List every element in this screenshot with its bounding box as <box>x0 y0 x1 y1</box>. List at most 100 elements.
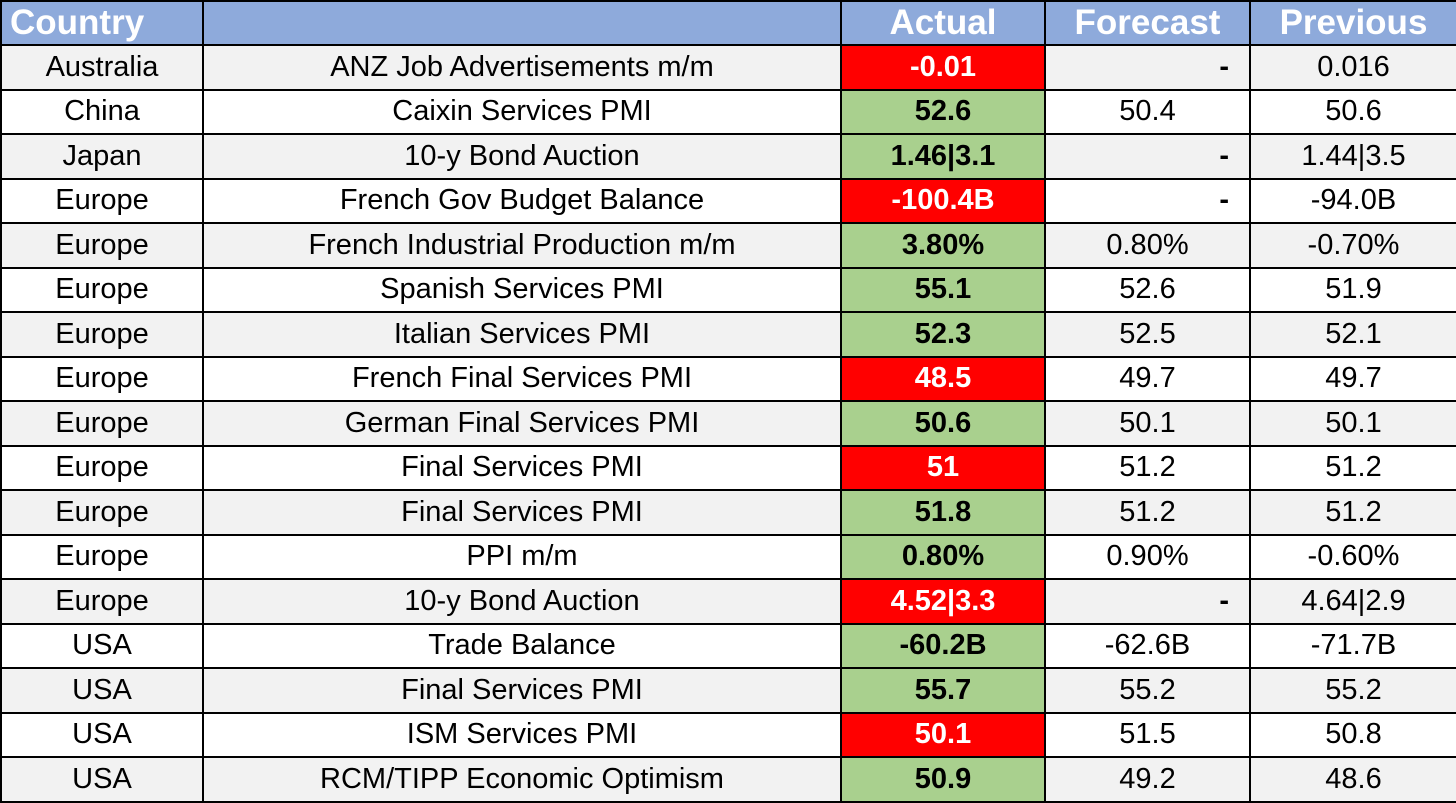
forecast-cell: - <box>1044 133 1251 180</box>
actual-cell: 55.1 <box>840 266 1046 314</box>
data-row: Europe PPI m/m 0.80% 0.90% -0.60% <box>0 533 1456 581</box>
actual-cell: 51.8 <box>840 489 1046 536</box>
previous-cell: 48.6 <box>1249 756 1456 803</box>
event-cell: 10-y Bond Auction <box>202 133 842 180</box>
previous-cell: -71.7B <box>1249 622 1456 670</box>
country-cell: Europe <box>0 266 204 314</box>
event-cell: ISM Services PMI <box>202 711 842 759</box>
country-cell: USA <box>0 667 204 714</box>
country-cell: Europe <box>0 489 204 536</box>
event-cell: 10-y Bond Auction <box>202 578 842 625</box>
forecast-cell: 52.6 <box>1044 266 1251 314</box>
event-cell: PPI m/m <box>202 533 842 581</box>
actual-cell: 52.3 <box>840 311 1046 358</box>
header-cell: Country <box>0 0 204 46</box>
country-cell: Europe <box>0 177 204 225</box>
data-row: Europe Final Services PMI 51 51.2 51.2 <box>0 444 1456 492</box>
data-row: USA ISM Services PMI 50.1 51.5 50.8 <box>0 711 1456 759</box>
forecast-cell: -62.6B <box>1044 622 1251 670</box>
event-cell: Caixin Services PMI <box>202 88 842 136</box>
event-cell: Trade Balance <box>202 622 842 670</box>
event-cell: French Gov Budget Balance <box>202 177 842 225</box>
actual-cell: -60.2B <box>840 622 1046 670</box>
header-cell: Actual <box>840 0 1046 46</box>
event-cell: Italian Services PMI <box>202 311 842 358</box>
actual-cell: -100.4B <box>840 177 1046 225</box>
actual-cell: 1.46|3.1 <box>840 133 1046 180</box>
forecast-cell: 51.5 <box>1044 711 1251 759</box>
data-row: USA RCM/TIPP Economic Optimism 50.9 49.2 48.… <box>0 756 1456 803</box>
data-row: Europe Final Services PMI 51.8 51.2 51.2 <box>0 489 1456 536</box>
country-cell: Europe <box>0 355 204 403</box>
actual-cell: 50.6 <box>840 400 1046 447</box>
country-cell: USA <box>0 756 204 803</box>
previous-cell: 55.2 <box>1249 667 1456 714</box>
header-cell <box>202 0 842 46</box>
forecast-cell: 49.2 <box>1044 756 1251 803</box>
forecast-cell: - <box>1044 578 1251 625</box>
country-cell: Japan <box>0 133 204 180</box>
actual-cell: 55.7 <box>840 667 1046 714</box>
previous-cell: 1.44|3.5 <box>1249 133 1456 180</box>
header-row: Country Actual Forecast Previous <box>0 0 1456 46</box>
actual-cell: 48.5 <box>840 355 1046 403</box>
data-row: Japan 10-y Bond Auction 1.46|3.1-1.44|3.5 <box>0 133 1456 180</box>
country-cell: Europe <box>0 444 204 492</box>
previous-cell: 52.1 <box>1249 311 1456 358</box>
forecast-cell: - <box>1044 177 1251 225</box>
country-cell: Europe <box>0 400 204 447</box>
previous-cell: -0.70% <box>1249 222 1456 269</box>
forecast-cell: 50.1 <box>1044 400 1251 447</box>
forecast-cell: 49.7 <box>1044 355 1251 403</box>
actual-cell: -0.01 <box>840 44 1046 91</box>
previous-cell: 50.8 <box>1249 711 1456 759</box>
previous-cell: 49.7 <box>1249 355 1456 403</box>
previous-cell: 51.2 <box>1249 444 1456 492</box>
data-row: Europe French Final Services PMI 48.5 49.7 4… <box>0 355 1456 403</box>
country-cell: Europe <box>0 311 204 358</box>
previous-cell: -0.60% <box>1249 533 1456 581</box>
event-cell: Final Services PMI <box>202 489 842 536</box>
actual-cell: 4.52|3.3 <box>840 578 1046 625</box>
actual-cell: 50.9 <box>840 756 1046 803</box>
actual-cell: 52.6 <box>840 88 1046 136</box>
event-cell: RCM/TIPP Economic Optimism <box>202 756 842 803</box>
actual-cell: 50.1 <box>840 711 1046 759</box>
actual-cell: 0.80% <box>840 533 1046 581</box>
data-row: Europe German Final Services PMI 50.6 50.1 5… <box>0 400 1456 447</box>
event-cell: French Final Services PMI <box>202 355 842 403</box>
event-cell: ANZ Job Advertisements m/m <box>202 44 842 91</box>
country-cell: Australia <box>0 44 204 91</box>
country-cell: China <box>0 88 204 136</box>
header-cell: Forecast <box>1044 0 1251 46</box>
previous-cell: 0.016 <box>1249 44 1456 91</box>
country-cell: Europe <box>0 578 204 625</box>
data-row: USA Final Services PMI 55.7 55.2 55.2 <box>0 667 1456 714</box>
event-cell: French Industrial Production m/m <box>202 222 842 269</box>
event-cell: German Final Services PMI <box>202 400 842 447</box>
forecast-cell: 50.4 <box>1044 88 1251 136</box>
table-body: Australia ANZ Job Advertisements m/m -0.01… <box>0 44 1456 803</box>
previous-cell: 51.9 <box>1249 266 1456 314</box>
actual-cell: 3.80% <box>840 222 1046 269</box>
previous-cell: 4.64|2.9 <box>1249 578 1456 625</box>
data-row: China Caixin Services PMI 52.6 50.4 50.6 <box>0 88 1456 136</box>
data-row: USA Trade Balance -60.2B -62.6B -71.7B <box>0 622 1456 670</box>
forecast-cell: 0.90% <box>1044 533 1251 581</box>
event-cell: Final Services PMI <box>202 667 842 714</box>
previous-cell: 50.1 <box>1249 400 1456 447</box>
event-cell: Final Services PMI <box>202 444 842 492</box>
country-cell: Europe <box>0 533 204 581</box>
header-cell: Previous <box>1249 0 1456 46</box>
event-cell: Spanish Services PMI <box>202 266 842 314</box>
previous-cell: 51.2 <box>1249 489 1456 536</box>
forecast-cell: - <box>1044 44 1251 91</box>
actual-cell: 51 <box>840 444 1046 492</box>
forecast-cell: 55.2 <box>1044 667 1251 714</box>
forecast-cell: 51.2 <box>1044 489 1251 536</box>
data-row: Europe Spanish Services PMI 55.1 52.6 51.9 <box>0 266 1456 314</box>
country-cell: USA <box>0 622 204 670</box>
forecast-cell: 51.2 <box>1044 444 1251 492</box>
data-row: Australia ANZ Job Advertisements m/m -0.01… <box>0 44 1456 91</box>
